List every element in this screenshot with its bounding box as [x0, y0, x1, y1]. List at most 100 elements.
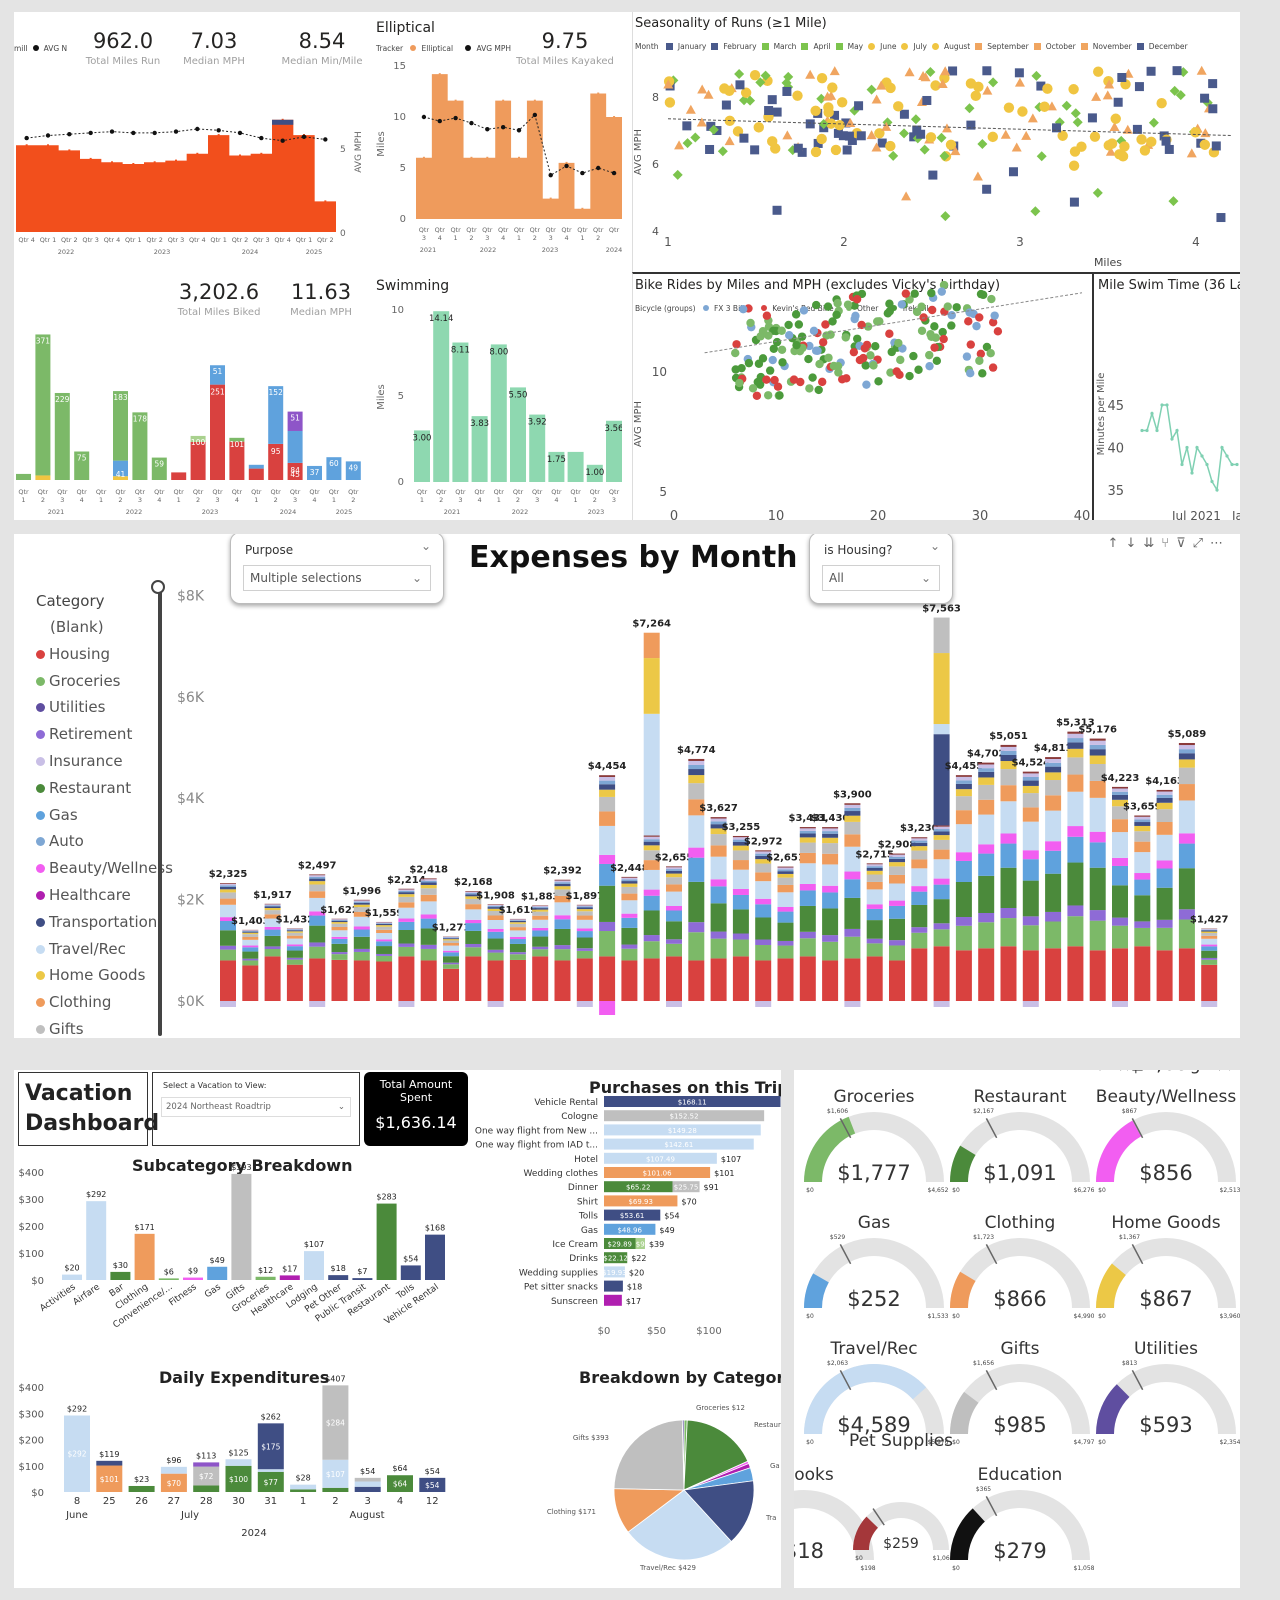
category-legend-item[interactable]: Clothing [36, 989, 173, 1016]
legend-item[interactable]: October [1033, 42, 1076, 51]
more-options-icon[interactable]: ⋯ [1210, 536, 1230, 551]
expense-bar-segment [576, 909, 593, 912]
gauge-title: Gifts [1000, 1339, 1039, 1359]
legend-item[interactable]: June [868, 42, 896, 51]
category-legend-item[interactable]: Insurance [36, 748, 173, 775]
daily-title: Daily Expenditures [159, 1368, 330, 1387]
legend-item[interactable]: March [761, 42, 796, 51]
legend-item[interactable]: May [835, 42, 863, 51]
expense-bar-segment [955, 852, 972, 861]
category-legend-item[interactable]: Auto [36, 828, 173, 855]
expense-bar-segment [822, 828, 839, 832]
housing-slicer[interactable]: is Housing? ⌄ All ⌄ [809, 534, 953, 604]
purpose-dropdown[interactable]: Multiple selections ⌄ [243, 565, 431, 591]
chevron-down-icon[interactable]: ⌄ [929, 539, 940, 553]
expense-bar-segment [889, 853, 905, 855]
expense-bar-segment [331, 923, 348, 927]
category-legend-item[interactable]: Groceries [36, 668, 173, 695]
expense-bar-segment [978, 768, 995, 772]
daily-total-label: $119 [99, 1450, 119, 1459]
expense-bar-segment [1156, 887, 1173, 920]
expense-bar-segment [264, 935, 281, 947]
expense-bar-segment [1067, 757, 1084, 775]
category-legend-item[interactable]: Gifts [36, 1016, 173, 1038]
category-legend-item[interactable]: Travel/Rec [36, 936, 173, 963]
expense-bar-segment [309, 911, 326, 916]
expense-bar-segment [331, 954, 348, 960]
chevron-down-icon[interactable]: ⌄ [420, 539, 431, 553]
expand-all-icon[interactable]: ⇊ [1143, 536, 1162, 551]
quarter-label: Qtr 3 [82, 236, 99, 244]
gauge-min-label: $0 [806, 1187, 814, 1194]
category-legend-item[interactable]: Restaurant [36, 775, 173, 802]
category-legend-item[interactable]: Gas [36, 802, 173, 829]
category-legend-item[interactable]: (Blank) [36, 614, 173, 641]
ride-point [763, 391, 773, 400]
chevron-down-icon: ⌄ [411, 571, 422, 585]
legend-scroll-handle[interactable] [151, 580, 165, 594]
day-label: 1 [300, 1496, 306, 1507]
expense-bar-segment [509, 939, 526, 944]
daily-total-label: $125 [228, 1448, 248, 1457]
legend-item[interactable]: July [901, 42, 927, 51]
quarter-label: Qtr [419, 226, 430, 234]
expense-bar-segment [1022, 821, 1039, 851]
legend-item[interactable]: February [711, 42, 757, 51]
expense-bar-segment [1067, 946, 1084, 1001]
purchase-name: Cologne [561, 1112, 598, 1122]
legend-item[interactable]: August [931, 42, 970, 51]
expense-bar-segment [777, 866, 794, 868]
running-bar [324, 200, 327, 203]
vacation-dropdown[interactable]: 2024 Northeast Roadtrip ⌄ [161, 1097, 351, 1117]
expense-bar-segment [443, 956, 459, 963]
vacation-selector[interactable]: Select a Vacation to View: 2024 Northeas… [152, 1072, 360, 1146]
expense-bar-segment [353, 916, 370, 927]
bar-outer-label: $20 [629, 1268, 644, 1277]
gauge-target-label: $867 [1122, 1108, 1137, 1115]
expense-bar-segment [1178, 833, 1195, 844]
category-legend-item[interactable]: Home Goods [36, 962, 173, 989]
legend-item[interactable]: January [665, 42, 706, 51]
housing-dropdown[interactable]: All ⌄ [822, 565, 940, 591]
kpi-total-miles-biked: 3,202.6 Total Miles Biked [177, 280, 261, 318]
segment-label: $101 [100, 1475, 119, 1484]
bike-bar-segment [190, 435, 206, 442]
hierarchy-icon[interactable]: ⑂ [1161, 536, 1177, 551]
expense-bar-segment [420, 880, 437, 883]
bar-label: 101 [230, 440, 245, 449]
run-point [1052, 123, 1062, 133]
expense-bar-segment [933, 831, 950, 836]
gauge-title: Gas [858, 1213, 891, 1233]
gauge-fill [950, 1145, 976, 1182]
purpose-slicer[interactable]: Purpose ⌄ Multiple selections ⌄ [230, 534, 444, 604]
category-legend-item[interactable]: Housing [36, 641, 173, 668]
run-point [939, 72, 950, 84]
focus-mode-icon[interactable]: ⤢ [1192, 536, 1210, 551]
legend-item[interactable]: September [975, 42, 1029, 51]
category-legend-item[interactable]: Retirement [36, 721, 173, 748]
category-legend-item[interactable]: Healthcare [36, 882, 173, 909]
legend-item[interactable]: April [801, 42, 831, 51]
legend-scrollbar[interactable] [158, 584, 162, 1036]
expense-bar-segment [420, 948, 437, 961]
legend-dot [36, 1024, 45, 1034]
bar-label: 95 [271, 447, 281, 456]
pie-label: Gifts $393 [573, 1434, 609, 1442]
expense-bar-segment [376, 926, 393, 930]
gauge-target-label: $2,063 [827, 1360, 848, 1367]
category-legend-label: Utilities [49, 698, 106, 717]
category-legend-item[interactable]: Transportation [36, 909, 173, 936]
drill-up-icon[interactable]: ↑ [1107, 536, 1126, 551]
quarter-label: Qtr 1 [125, 236, 142, 244]
ride-point [828, 317, 837, 326]
expense-bar-segment [1178, 742, 1195, 746]
expense-bar-segment [443, 938, 459, 940]
drill-down-icon[interactable]: ↓ [1125, 536, 1144, 551]
legend-item[interactable]: November [1080, 42, 1132, 51]
expense-bar-segment [822, 827, 839, 829]
category-legend-item[interactable]: Utilities [36, 694, 173, 721]
legend-item[interactable]: December [1136, 42, 1188, 51]
filter-icon[interactable]: ⊽ [1176, 536, 1193, 551]
category-legend-item[interactable]: Beauty/Wellness [36, 855, 173, 882]
gauge-value: $4,692 [1129, 1070, 1202, 1075]
